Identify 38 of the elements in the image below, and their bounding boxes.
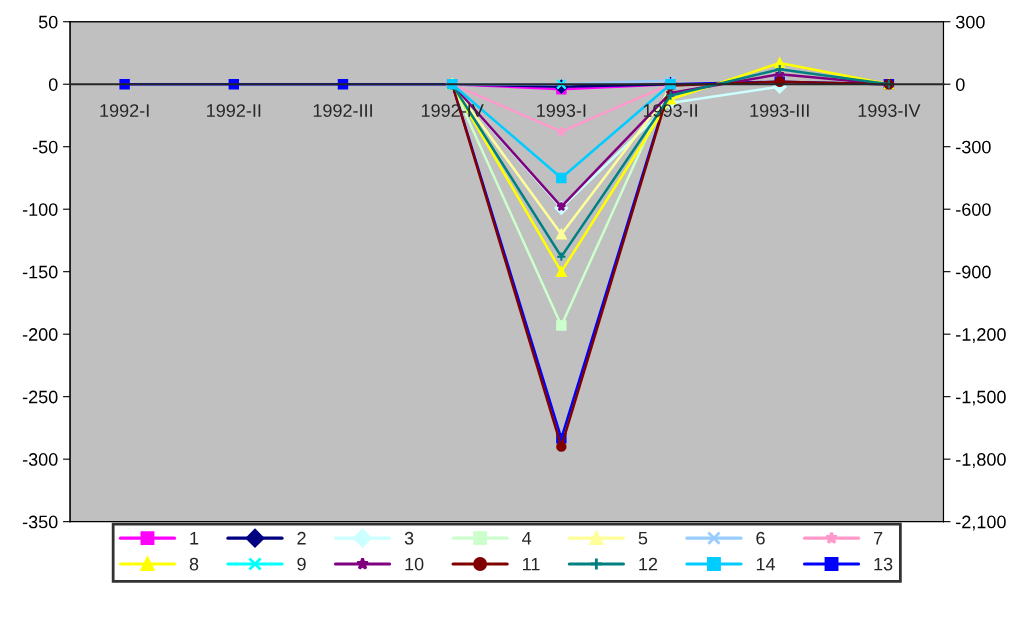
legend-label: 9 bbox=[297, 557, 306, 571]
y2-tick-label: -2,100 bbox=[956, 515, 1006, 531]
y2-tick-label: -1,800 bbox=[956, 453, 1006, 468]
y-tick-label: -100 bbox=[22, 203, 58, 216]
y-tick-label: -350 bbox=[22, 515, 58, 529]
y2-tick-label: 0 bbox=[955, 78, 965, 91]
legend-label: 14 bbox=[756, 557, 776, 571]
y2-tick-label: -1,500 bbox=[956, 390, 1006, 406]
y-tick-label: -200 bbox=[22, 328, 58, 341]
legend-label: 4 bbox=[522, 532, 532, 545]
legend-label: 2 bbox=[297, 531, 306, 545]
x-tick-label: 1992-III bbox=[313, 104, 372, 117]
legend-label: 11 bbox=[523, 557, 540, 571]
y2-tick-label: -600 bbox=[956, 203, 991, 216]
y2-tick-label: 300 bbox=[955, 15, 985, 29]
legend-label: 13 bbox=[874, 557, 893, 571]
y-tick-label: -50 bbox=[32, 140, 58, 154]
legend-label: 8 bbox=[189, 557, 199, 571]
legend-label: 3 bbox=[404, 531, 414, 545]
legend-label: 12 bbox=[639, 557, 658, 571]
y2-tick-label: -1,200 bbox=[956, 328, 1006, 344]
legend-label: 1 bbox=[190, 532, 199, 545]
y-tick-label: -150 bbox=[22, 265, 58, 279]
y-tick-label: -300 bbox=[22, 453, 58, 466]
y-tick-label: 50 bbox=[38, 15, 58, 29]
legend-label: 5 bbox=[638, 532, 648, 545]
legend-label: 7 bbox=[873, 532, 883, 545]
x-tick-label: 1992-II bbox=[207, 104, 261, 117]
x-tick-label: 1993-III bbox=[750, 104, 809, 117]
x-tick-label: 1992-I bbox=[100, 104, 149, 117]
x-tick-label: 1993-IV bbox=[858, 104, 921, 117]
legend-label: 6 bbox=[756, 531, 765, 545]
x-tick-label: 1993-I bbox=[537, 104, 586, 117]
y-tick-label: -250 bbox=[22, 390, 58, 404]
y-tick-label: 0 bbox=[48, 78, 58, 91]
y2-tick-label: -900 bbox=[956, 265, 991, 279]
legend-label: 10 bbox=[405, 557, 424, 571]
y2-tick-label: -300 bbox=[956, 140, 991, 154]
